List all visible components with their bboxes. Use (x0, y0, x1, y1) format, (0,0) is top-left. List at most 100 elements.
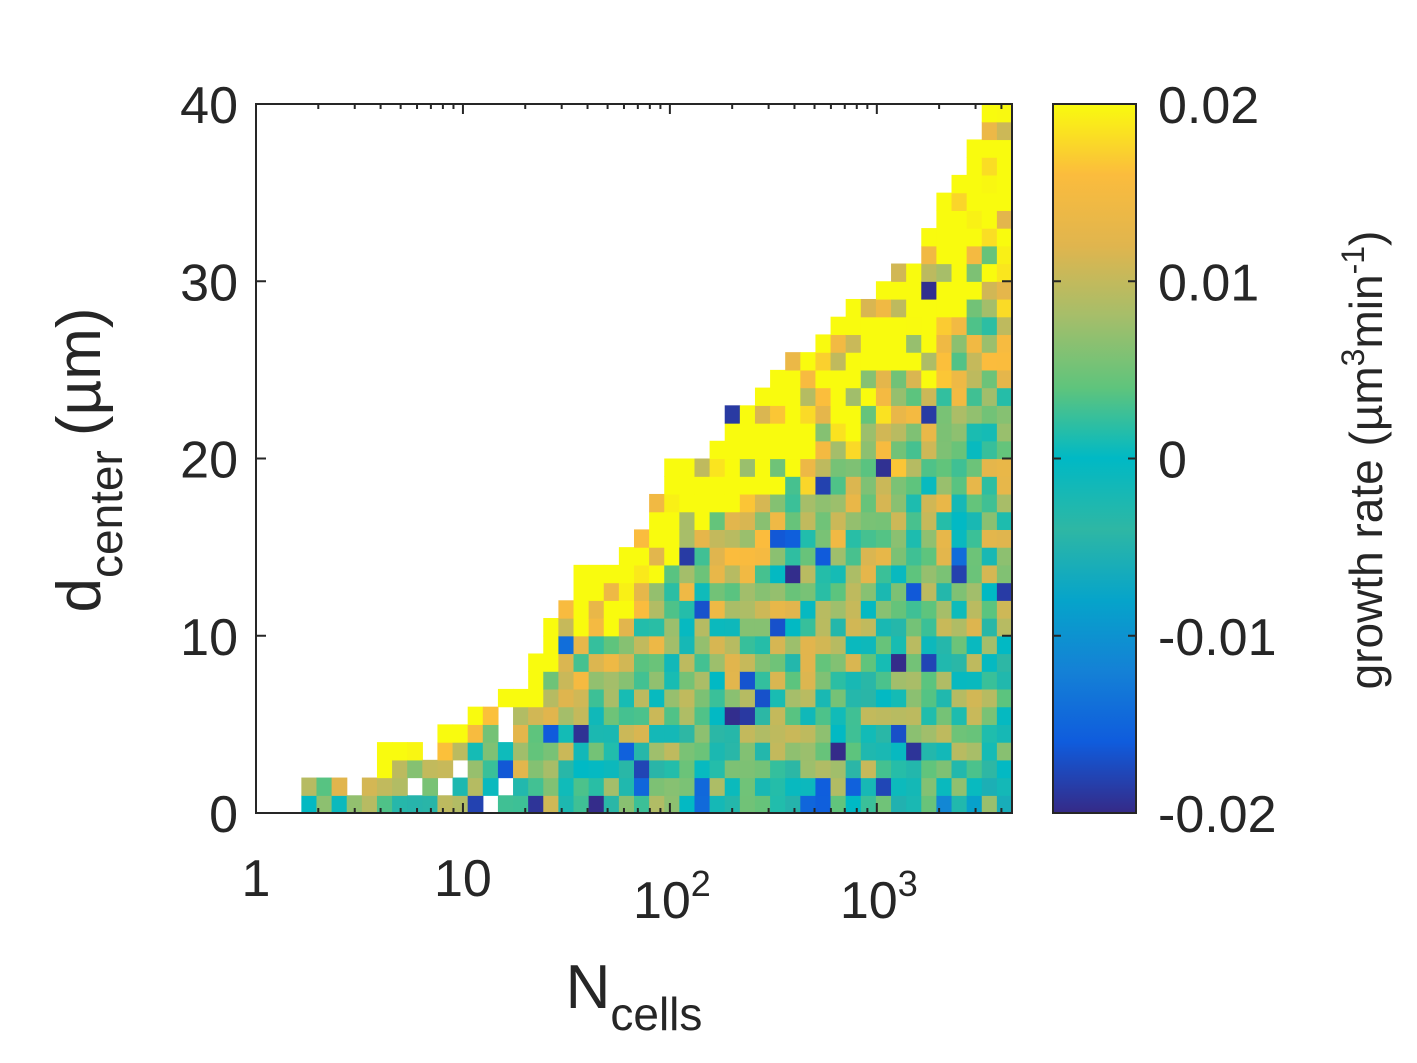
heatmap-cell (739, 476, 756, 495)
heatmap-cell (875, 688, 892, 708)
heatmap-cell (437, 759, 454, 779)
heatmap-cell (966, 759, 983, 779)
heatmap-cell (906, 440, 922, 460)
heatmap-cell (724, 618, 741, 637)
heatmap-cell (966, 706, 983, 725)
heatmap-cell (724, 458, 741, 477)
heatmap-cell (906, 405, 922, 424)
heatmap-cell (830, 600, 847, 619)
heatmap-cell (785, 511, 801, 530)
heatmap-cell (906, 742, 922, 761)
heatmap-cell (664, 706, 680, 725)
heatmap-cell (906, 547, 922, 566)
heatmap-cell (845, 706, 862, 725)
heatmap-cell (392, 795, 408, 814)
heatmap-cell (921, 458, 937, 477)
heatmap-cell (694, 511, 711, 530)
heatmap-cell (634, 795, 650, 814)
heatmap-cell (815, 653, 832, 672)
heatmap-cell (860, 476, 877, 495)
heatmap-cell (891, 263, 907, 282)
heatmap-cell (543, 759, 559, 779)
heatmap-cell (679, 529, 696, 548)
heatmap-cell (422, 777, 439, 796)
heatmap-cell (770, 635, 786, 655)
heatmap-cell (996, 564, 1013, 584)
heatmap-cell (860, 423, 877, 442)
heatmap-cell (739, 671, 756, 690)
heatmap-cell (694, 671, 711, 690)
heatmap-cell (906, 529, 922, 548)
heatmap-cell (891, 476, 907, 495)
heatmap-cell (800, 547, 817, 566)
heatmap-cell (724, 777, 741, 796)
heatmap-cell (588, 582, 605, 601)
x-axis-title: Ncells (566, 953, 703, 1040)
heatmap-cell (875, 281, 892, 300)
heatmap-cell (815, 387, 832, 406)
heatmap-cell (906, 724, 922, 743)
heatmap-cell (906, 671, 922, 690)
heatmap-cell (921, 706, 937, 725)
heatmap-cell (860, 777, 877, 796)
heatmap-cell (739, 777, 756, 796)
heatmap-cell (709, 671, 726, 690)
heatmap-cell (966, 618, 983, 637)
heatmap-cell (588, 706, 605, 725)
heatmap-cell (603, 564, 620, 584)
heatmap-cell (618, 724, 635, 743)
heatmap-cell (996, 511, 1013, 530)
heatmap-cell (966, 192, 983, 211)
heatmap-cell (664, 671, 680, 690)
heatmap-cell (528, 724, 544, 743)
heatmap-cell (649, 653, 665, 672)
heatmap-cell (921, 724, 937, 743)
heatmap-cell (785, 671, 801, 690)
heatmap-cell (981, 316, 998, 336)
heatmap-cell (785, 423, 801, 442)
heatmap-cell (785, 618, 801, 637)
heatmap-cell (739, 618, 756, 637)
heatmap-cell (951, 476, 968, 495)
heatmap-cell (301, 777, 318, 796)
heatmap-cell (679, 635, 696, 655)
heatmap-cell (860, 618, 877, 637)
heatmap-cell (875, 706, 892, 725)
heatmap-cell (588, 618, 605, 637)
heatmap-cell (921, 352, 937, 371)
heatmap-cell (497, 742, 514, 761)
heatmap-cell (513, 742, 529, 761)
heatmap-cell (921, 600, 937, 619)
heatmap-cell (891, 458, 907, 477)
heatmap-cell (936, 724, 953, 743)
heatmap-cell (966, 671, 983, 690)
heatmap-cell (694, 476, 711, 495)
heatmap-cell (724, 653, 741, 672)
heatmap-cell (996, 795, 1013, 814)
heatmap-cell (361, 795, 378, 814)
heatmap-cell (906, 688, 922, 708)
heatmap-cell (921, 582, 937, 601)
heatmap-cell (543, 777, 559, 796)
heatmap-cell (875, 795, 892, 814)
heatmap-cell (830, 476, 847, 495)
heatmap-cell (936, 192, 953, 211)
heatmap-cell (906, 298, 922, 318)
heatmap-cell (860, 334, 877, 353)
heatmap-cell (558, 600, 575, 619)
heatmap-cell (981, 777, 998, 796)
heatmap-cell (815, 529, 832, 548)
heatmap-cell (936, 795, 953, 814)
heatmap-cell (981, 511, 998, 530)
heatmap-cell (966, 210, 983, 229)
heatmap-cell (981, 245, 998, 265)
heatmap-cell (936, 600, 953, 619)
heatmap-cell (739, 511, 756, 530)
heatmap-cell (785, 600, 801, 619)
heatmap-cell (603, 635, 620, 655)
heatmap-cell (724, 582, 741, 601)
heatmap-cell (724, 405, 741, 424)
heatmap-cell (694, 493, 711, 513)
heatmap-cell (891, 759, 907, 779)
heatmap-cell (996, 458, 1013, 477)
